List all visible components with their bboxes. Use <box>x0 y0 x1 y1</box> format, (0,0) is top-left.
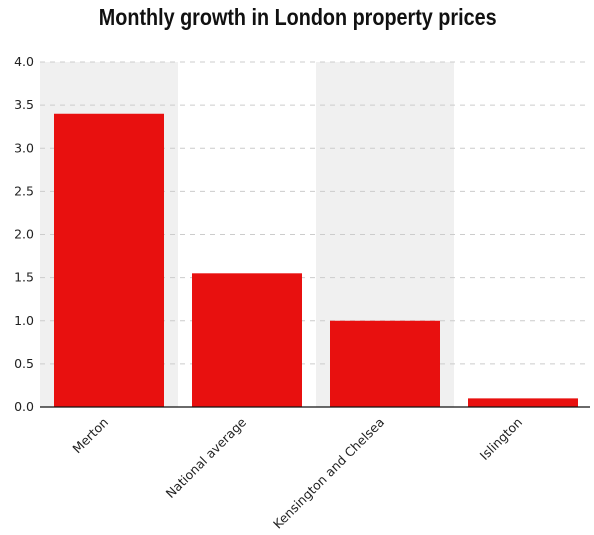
y-tick-label: 2.5 <box>14 183 34 198</box>
bar <box>54 113 164 407</box>
y-tick-label: 3.5 <box>14 97 34 112</box>
y-tick-label: 1.5 <box>14 270 34 285</box>
bar <box>192 273 302 407</box>
x-tick-label: Kensington and Chelsea <box>270 415 387 532</box>
x-tick-label: National average <box>163 414 250 501</box>
bar <box>468 398 578 407</box>
y-tick-labels: 0.0 0.5 1.0 1.5 2.0 2.5 3.0 3.5 4.0 <box>14 54 34 414</box>
y-tick-label: 1.0 <box>14 313 34 328</box>
x-tick-label: Islington <box>477 415 525 463</box>
y-tick-label: 0.0 <box>14 399 34 414</box>
y-tick-label: 3.0 <box>14 140 34 155</box>
y-tick-label: 0.5 <box>14 356 34 371</box>
bars <box>54 113 578 407</box>
y-tick-label: 2.0 <box>14 227 34 242</box>
x-tick-label: Merton <box>69 415 111 457</box>
bar <box>330 320 440 407</box>
chart-title: Monthly growth in London property prices <box>98 4 497 30</box>
x-tick-labels: Merton National average Kensington and Che… <box>69 414 525 531</box>
y-tick-label: 4.0 <box>14 54 34 69</box>
